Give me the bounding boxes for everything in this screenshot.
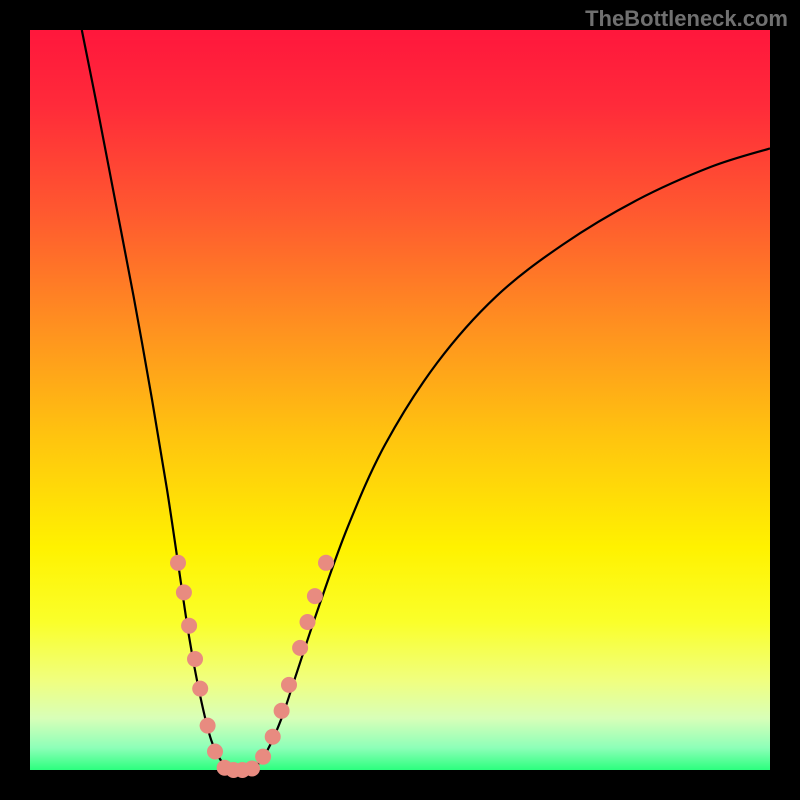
data-point-marker: [244, 761, 260, 777]
bottleneck-chart: [0, 0, 800, 800]
data-point-marker: [200, 718, 216, 734]
data-point-marker: [292, 640, 308, 656]
data-point-marker: [207, 744, 223, 760]
data-point-marker: [300, 614, 316, 630]
data-point-marker: [265, 729, 281, 745]
data-point-marker: [255, 749, 271, 765]
chart-container: [0, 0, 800, 800]
watermark-text: TheBottleneck.com: [585, 6, 788, 32]
data-point-marker: [307, 588, 323, 604]
data-point-marker: [181, 618, 197, 634]
data-point-marker: [318, 555, 334, 571]
data-point-marker: [170, 555, 186, 571]
data-point-marker: [176, 584, 192, 600]
data-point-marker: [192, 681, 208, 697]
data-point-marker: [187, 651, 203, 667]
data-point-marker: [274, 703, 290, 719]
data-point-marker: [281, 677, 297, 693]
